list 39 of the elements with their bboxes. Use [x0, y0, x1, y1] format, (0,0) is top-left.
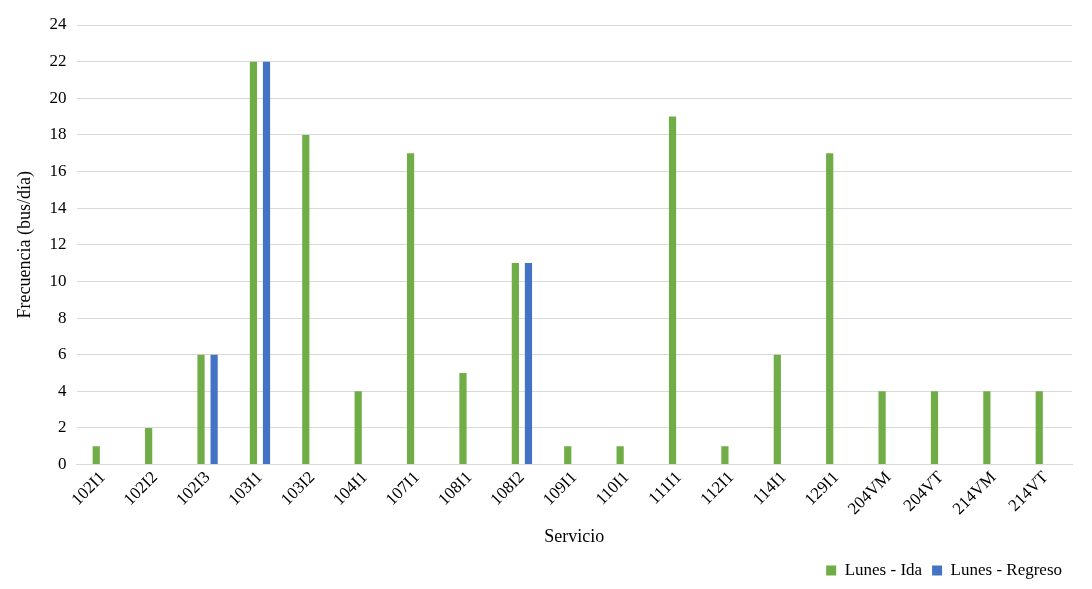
legend-label: Lunes - Ida	[844, 559, 923, 579]
bar	[826, 153, 834, 465]
bar	[616, 446, 624, 465]
bar	[668, 116, 677, 465]
y-tick-label: 20	[49, 87, 67, 107]
y-axis-title: Frecuencia (bus/día)	[13, 171, 35, 319]
y-tick-label: 16	[49, 160, 67, 180]
bar	[210, 354, 218, 465]
bar	[145, 427, 153, 465]
bar	[1035, 391, 1043, 465]
bar	[773, 354, 781, 465]
bar	[878, 391, 886, 465]
y-tick-label: 22	[49, 51, 67, 71]
y-tick-label: 2	[58, 417, 67, 437]
y-tick-label: 14	[49, 197, 68, 217]
bar	[511, 263, 519, 465]
y-tick-label: 24	[49, 14, 68, 34]
y-tick-label: 8	[58, 307, 67, 327]
bar	[249, 61, 258, 465]
bar	[302, 134, 310, 465]
x-axis-title: Servicio	[544, 525, 605, 546]
y-tick-label: 10	[49, 270, 67, 290]
bar	[524, 263, 533, 465]
bar	[262, 61, 271, 465]
y-tick-label: 0	[58, 454, 67, 474]
bar	[930, 391, 939, 465]
bar	[354, 391, 362, 465]
y-tick-label: 12	[49, 234, 67, 254]
bar	[983, 391, 991, 465]
bar	[721, 446, 729, 465]
y-tick-label: 4	[58, 380, 68, 400]
y-tick-label: 18	[49, 124, 67, 144]
y-tick-label: 6	[58, 344, 67, 364]
bar	[197, 354, 205, 465]
bar	[406, 153, 415, 465]
bar	[564, 446, 572, 465]
bar	[92, 446, 100, 465]
bar	[459, 373, 467, 465]
legend-label: Lunes - Regreso	[950, 559, 1063, 579]
